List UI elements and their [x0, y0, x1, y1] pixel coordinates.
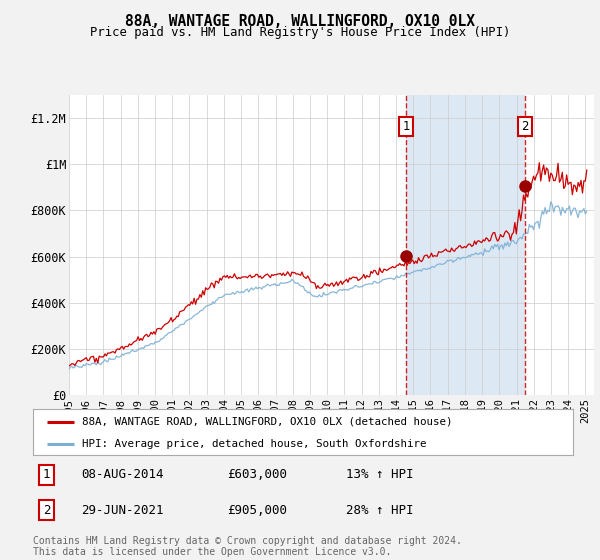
Text: 29-JUN-2021: 29-JUN-2021	[82, 503, 164, 517]
Text: 88A, WANTAGE ROAD, WALLINGFORD, OX10 0LX: 88A, WANTAGE ROAD, WALLINGFORD, OX10 0LX	[125, 14, 475, 29]
Text: Price paid vs. HM Land Registry's House Price Index (HPI): Price paid vs. HM Land Registry's House …	[90, 26, 510, 39]
Text: 28% ↑ HPI: 28% ↑ HPI	[346, 503, 414, 517]
Text: £603,000: £603,000	[227, 468, 287, 482]
Text: 2: 2	[43, 503, 50, 517]
Text: 88A, WANTAGE ROAD, WALLINGFORD, OX10 0LX (detached house): 88A, WANTAGE ROAD, WALLINGFORD, OX10 0LX…	[82, 417, 452, 427]
Text: 08-AUG-2014: 08-AUG-2014	[82, 468, 164, 482]
Text: 13% ↑ HPI: 13% ↑ HPI	[346, 468, 414, 482]
Text: 1: 1	[43, 468, 50, 482]
Text: £905,000: £905,000	[227, 503, 287, 517]
Text: HPI: Average price, detached house, South Oxfordshire: HPI: Average price, detached house, Sout…	[82, 438, 426, 449]
Bar	[406, 95, 525, 395]
Text: 2: 2	[521, 120, 529, 133]
Text: 1: 1	[402, 120, 410, 133]
Text: Contains HM Land Registry data © Crown copyright and database right 2024.
This d: Contains HM Land Registry data © Crown c…	[33, 535, 462, 557]
